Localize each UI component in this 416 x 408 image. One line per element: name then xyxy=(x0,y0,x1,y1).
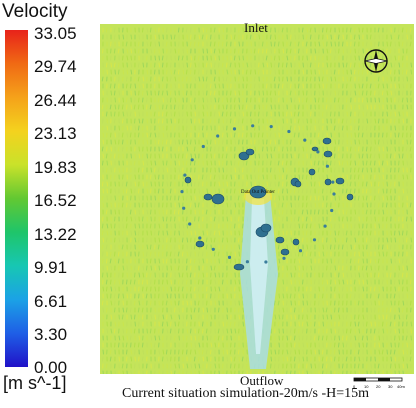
scale-label: 20 xyxy=(376,384,381,389)
building-obstacle xyxy=(346,193,354,201)
compass-icon xyxy=(361,46,391,81)
ring-obstacle xyxy=(227,255,232,259)
legend-units: [m s^-1] xyxy=(3,373,67,393)
scale-label: 40m xyxy=(397,384,405,389)
building-obstacle xyxy=(245,148,255,156)
center-point-label: Data Out Pointer xyxy=(241,190,275,195)
velocity-colorbar xyxy=(5,30,28,367)
ring-obstacle xyxy=(188,222,192,226)
ring-obstacle xyxy=(330,208,334,213)
legend-tick: 23.13 xyxy=(34,124,77,143)
building-obstacle xyxy=(294,180,302,188)
ring-obstacle xyxy=(211,247,215,251)
ring-obstacle xyxy=(264,260,268,264)
ring-obstacle xyxy=(190,158,194,162)
building-obstacle xyxy=(324,178,332,186)
ring-obstacle xyxy=(201,144,205,149)
legend-tick: 33.05 xyxy=(34,24,77,43)
building-obstacle xyxy=(249,185,267,199)
legend-tick: 3.30 xyxy=(34,325,68,344)
legend-tick: 0.00 xyxy=(34,358,68,377)
velocity-vector-field xyxy=(100,24,414,374)
building-obstacle xyxy=(335,177,345,185)
ring-obstacle xyxy=(331,180,335,184)
ring-obstacle xyxy=(232,127,237,131)
legend-tick: 16.52 xyxy=(34,191,77,210)
building-obstacle xyxy=(311,146,319,152)
legend-tick: 6.61 xyxy=(34,292,68,311)
ring-obstacle xyxy=(287,129,291,134)
building-obstacle xyxy=(280,248,290,256)
building-obstacle xyxy=(308,168,316,176)
ring-obstacle xyxy=(180,190,184,194)
ring-obstacle xyxy=(182,206,186,210)
ring-obstacle xyxy=(251,124,255,128)
ring-obstacle xyxy=(323,224,327,228)
building-obstacle xyxy=(233,263,245,271)
ring-obstacle xyxy=(282,256,286,260)
outflow-label: Outflow xyxy=(240,373,284,388)
legend-tick: 26.44 xyxy=(34,91,77,110)
scale-label: 10 xyxy=(364,384,369,389)
ring-obstacle xyxy=(269,125,273,129)
legend-tick: 13.22 xyxy=(34,225,77,244)
building-obstacle xyxy=(292,238,300,246)
legend-tick: 19.83 xyxy=(34,158,77,177)
ring-obstacle xyxy=(312,238,317,242)
ring-obstacle xyxy=(332,192,336,196)
legend-tick: 29.74 xyxy=(34,57,77,76)
ring-obstacle xyxy=(298,249,303,253)
ring-obstacle xyxy=(245,260,249,264)
building-obstacle xyxy=(322,137,332,145)
ring-obstacle xyxy=(183,173,187,177)
building-obstacle xyxy=(260,223,272,233)
scale-bar: 0 10 20 30 40m xyxy=(352,376,408,395)
ring-obstacle xyxy=(325,164,329,168)
building-obstacle xyxy=(275,236,285,244)
building-obstacle xyxy=(203,193,213,201)
scale-label: 30 xyxy=(388,384,393,389)
ring-obstacle xyxy=(316,150,320,154)
inlet-label: Inlet xyxy=(244,20,268,35)
building-obstacle xyxy=(184,176,192,184)
building-obstacle xyxy=(195,240,205,248)
building-obstacle xyxy=(323,150,333,158)
scale-label: 0 xyxy=(353,384,356,389)
legend-tick: 9.91 xyxy=(34,258,68,277)
legend-title: Velocity xyxy=(2,1,68,22)
figure-caption: Current situation simulation-20m/s -H=15… xyxy=(122,386,370,401)
ring-obstacle xyxy=(216,134,220,138)
ring-obstacle xyxy=(303,138,307,142)
ring-obstacle xyxy=(198,236,202,240)
building-obstacle xyxy=(211,193,225,205)
